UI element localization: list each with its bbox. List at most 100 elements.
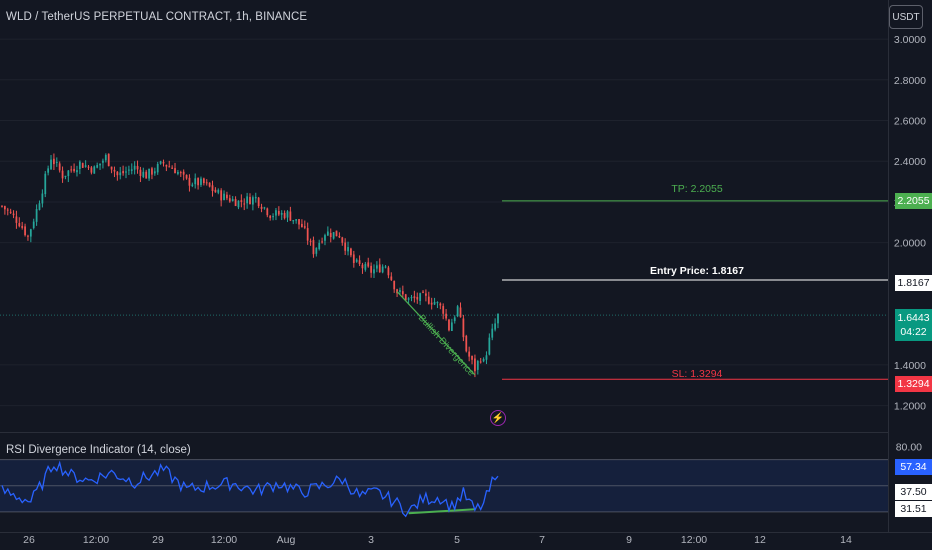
candle-up [318,242,321,250]
time-tick-label: Aug [277,534,296,546]
candle-down [329,233,332,238]
candle-down [321,241,323,243]
time-tick-label: 12 [754,534,766,546]
price-tick-label: 1.4000 [894,360,926,372]
candle-up [93,166,96,174]
candle-down [422,291,424,293]
price-tick-label: 2.4000 [894,156,926,168]
candle-down [113,169,116,172]
candle-up [476,361,479,370]
candle-down [439,303,442,306]
candle-down [107,153,110,167]
candle-up [38,203,41,210]
candle-down [430,302,433,305]
entry-label: Entry Price: 1.8167 [650,265,744,277]
candle-up [194,178,197,185]
candle-down [387,267,390,276]
candle-down [303,226,306,228]
rsi-lower-badge: 31.51 [895,501,932,517]
candle-up [488,337,491,355]
candle-up [364,263,367,270]
candle-down [361,264,364,269]
candle-down [162,162,165,164]
candle-down [197,178,199,186]
candle-up [326,231,329,236]
candle-up [456,306,459,317]
candle-up [373,269,375,274]
candle-up [286,211,289,218]
candle-down [301,223,303,228]
candle-down [427,296,430,304]
price-tick-label: 1.2000 [894,401,926,413]
price-tick-label: 3.0000 [894,34,926,46]
candle-down [139,169,142,176]
candle-down [211,185,214,191]
candle-up [231,199,234,202]
candle-down [1,205,3,207]
candle-up [191,184,194,187]
candle-up [324,235,326,241]
candle-down [413,296,416,299]
candle-down [81,163,84,168]
candle-down [448,319,450,331]
candle-down [21,226,24,228]
candle-up [127,169,130,171]
candle-up [433,302,436,305]
candle-up [494,323,497,330]
candle-down [182,171,185,175]
candle-down [257,197,260,207]
candle-up [67,170,70,177]
candle-down [393,280,396,290]
candle-down [18,223,21,227]
candle-up [410,297,413,299]
candle-down [465,335,468,352]
candle-up [130,169,133,171]
candle-down [442,306,445,314]
candle-up [76,170,78,173]
currency-button[interactable]: USDT [889,5,923,29]
candle-down [341,237,344,243]
candle-down [445,313,447,319]
candle-up [177,172,179,174]
price-tick-label: 2.8000 [894,75,926,87]
candle-up [96,165,99,168]
candle-down [404,294,407,301]
candle-down [136,165,139,170]
candle-up [272,216,274,218]
candle-up [125,171,127,173]
lightning-icon[interactable]: ⚡ [490,410,506,426]
price-levels [0,200,888,380]
candle-down [145,171,148,179]
candle-down [479,361,482,363]
candle-down [226,194,228,199]
candle-up [332,232,335,239]
candle-up [41,193,44,204]
sl-label: SL: 1.3294 [672,368,723,380]
candle-up [399,290,401,292]
candle-down [269,215,272,219]
candle-up [407,298,410,300]
price-tick-label: 2.6000 [894,116,926,128]
rsi-upper-badge: 37.50 [895,484,932,500]
candle-up [237,200,240,208]
candle-up [50,159,52,170]
candle-down [188,177,191,186]
countdown-value: 04:22 [900,326,927,338]
candle-up [375,265,378,269]
candle-up [419,293,422,302]
candle-down [358,260,361,264]
candle-down [165,164,168,167]
candle-down [471,356,473,360]
time-axis[interactable]: 26 12:00 29 12:00 Aug 3 5 7 9 12:00 12 14 [23,534,852,546]
candle-down [3,206,6,210]
last-price-badge: 1.6443 04:22 [895,309,932,341]
candle-down [459,307,462,318]
candle-up [254,196,257,199]
candle-down [390,276,393,280]
time-tick-label: 26 [23,534,35,546]
time-tick-label: 12:00 [681,534,707,546]
candle-up [355,259,358,262]
sl-price-badge: 1.3294 [895,376,932,392]
rsi-series [1,460,499,518]
